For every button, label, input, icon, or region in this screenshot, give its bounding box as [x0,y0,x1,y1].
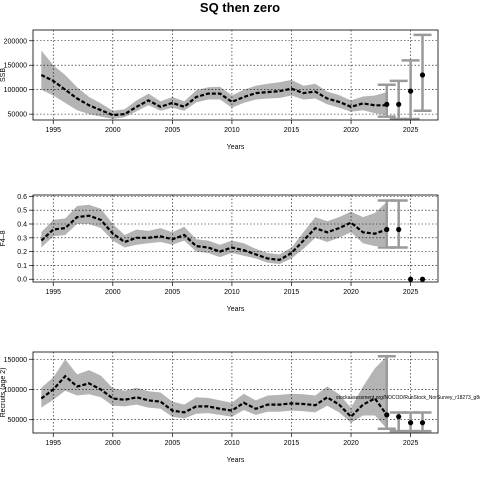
ssb-x-tick-label: 2010 [224,127,240,134]
ssb-projection-point [384,101,390,107]
fbar-y-tick-label: 0.0 [17,277,27,284]
recruitment-estimate-line [40,374,388,419]
fbar-x-tick-label: 2020 [343,289,359,296]
recruitment-panel: 1995 2000 2005 2010 2015 2020 2025 50000 100000 1… [0,351,480,464]
recruitment-x-tick-label: 2025 [403,440,419,447]
recruitment-projection-point [396,414,402,420]
fbar-projection-point [384,226,390,233]
fbar-y-axis-label: F4–8 [0,230,7,246]
recruitment-y-tick-label: 50000 [8,417,28,424]
ssb-estimate-line [40,74,387,117]
recruitment-x-axis-label: Years [227,457,245,464]
ssb-confidence-band [41,50,387,119]
fbar-plot-frame [32,194,439,283]
fbar-x-tick-label: 1995 [45,289,61,296]
ssb-plot-frame [32,29,439,121]
recruitment-confidence-band [41,356,387,429]
ssb-x-tick-label: 2020 [343,127,359,134]
fbar-projection-point [419,276,426,282]
ssb-y-tick-label: 50000 [8,112,28,119]
recruitment-y-tick-label: 100000 [4,387,27,394]
recruitment-projection-point [384,412,390,418]
fbar-x-tick-label: 2010 [224,289,240,296]
fbar-x-tick-label: 2005 [165,289,181,296]
ssb-x-axis-label: Years [227,144,245,151]
ssb-y-axis-label: SSB [0,68,7,82]
fbar-x-tick-label: 2025 [403,289,419,296]
ssb-y-tick-label: 100000 [4,87,27,94]
fbar-projection-point [408,276,414,282]
recruitment-x-tick-label: 2015 [284,440,300,447]
fbar-confidence-band [41,201,387,264]
ssb-projection-point [419,72,426,78]
recruitment-annotation: stockassessment.org/NOCOD/RunStock_NorSu… [336,395,480,401]
recruitment-x-tick-label: 2020 [343,440,359,447]
ssb-projection-point [408,88,414,94]
fbar-x-tick-label: 2015 [284,289,300,296]
ssb-y-tick-label: 150000 [4,63,27,70]
recruitment-x-tick-label: 1995 [45,440,61,447]
ssb-projection-point [396,101,402,107]
fbar-y-tick-label: 0.2 [17,249,27,256]
fbar-y-tick-label: 0.3 [17,235,27,242]
recruitment-x-tick-label: 2005 [165,440,181,447]
recruitment-plot-frame [32,351,439,434]
recruitment-y-tick-label: 150000 [4,357,27,364]
recruitment-x-tick-label: 2000 [105,440,121,447]
ssb-x-tick-label: 2005 [165,127,181,134]
ssb-x-tick-label: 2015 [284,127,300,134]
fbar-y-tick-label: 0.5 [17,208,27,215]
fbar-y-tick-label: 0.4 [17,222,27,229]
fbar-x-axis-label: Years [227,306,245,313]
figure-title: SQ then zero [200,0,280,15]
recruitment-projection-point [408,420,414,426]
ssb-y-tick-label: 200000 [4,38,27,45]
ssb-x-tick-label: 2000 [105,127,121,134]
fbar-panel: 1995 2000 2005 2010 2015 2020 2025 0.0 0.1 0.2 0.3… [0,194,439,313]
recruitment-projection-point [419,420,426,426]
ssb-x-tick-label: 1995 [45,127,61,134]
fbar-y-tick-label: 0.6 [17,194,27,201]
ssb-x-tick-label: 2025 [403,127,419,134]
fbar-x-tick-label: 2000 [105,289,121,296]
recruitment-y-axis-label: Recruits (age 2) [0,368,7,418]
fbar-y-tick-label: 0.1 [17,263,27,270]
fbar-estimate-line [40,214,388,262]
fbar-projection-point [396,226,402,233]
ssb-panel: 1995 2000 2005 2010 2015 2020 2025 50000 100000 1… [0,29,439,151]
recruitment-x-tick-label: 2010 [224,440,240,447]
